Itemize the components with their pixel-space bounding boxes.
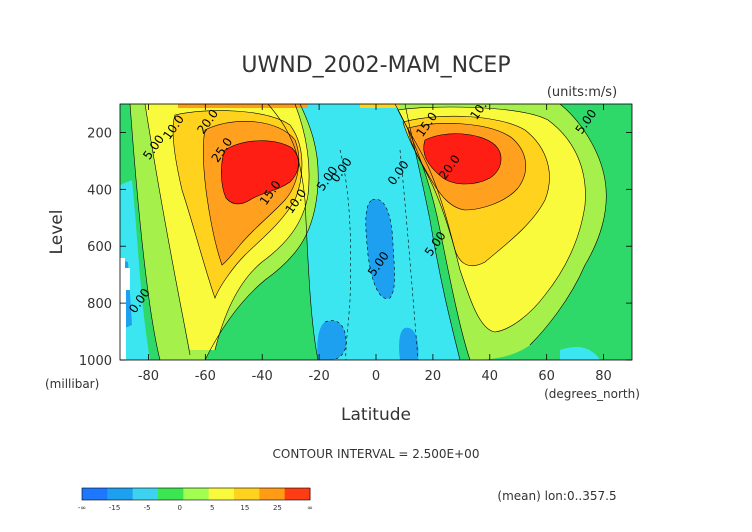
colorbar-swatch (183, 488, 210, 500)
colorbar-swatch (234, 488, 260, 500)
y-axis-label: Level (47, 210, 67, 255)
field-band-gt25-nh (423, 133, 502, 184)
contour-line (202, 121, 300, 266)
contour-line-negative (339, 149, 351, 360)
contour-line-negative (365, 198, 395, 299)
colorbar-tick-label: -∞ (78, 504, 86, 512)
colorbar-swatch (158, 488, 184, 500)
contour-line (204, 104, 319, 360)
field-band-gt25-sh (221, 140, 299, 204)
x-tick-label: -80 (138, 369, 159, 384)
field-band-lt-neg5-nh-low (399, 327, 419, 360)
colorbar-tick-label: 5 (210, 504, 214, 512)
contour-line (144, 104, 191, 356)
colorbar-swatch (284, 488, 311, 500)
field-band-neg5-0-nh-surface (560, 347, 600, 360)
field-top-strip-sh (178, 104, 308, 108)
y-tick-label: 600 (87, 240, 112, 255)
contour-line (404, 104, 461, 360)
contour-lines (129, 104, 607, 360)
colorbar-tick-label: 25 (273, 504, 282, 512)
x-tick-label: -40 (252, 369, 273, 384)
units-label: (units:m/s) (547, 85, 617, 100)
y-tick-label: 400 (87, 183, 112, 198)
contour-line (172, 110, 303, 299)
field-band-lt-neg5-sh-low (317, 320, 347, 360)
x-axis: -80 -60 -40 -20 0 20 40 60 80 (138, 104, 612, 384)
contour-line (423, 133, 502, 185)
x-tick-label: -20 (308, 369, 329, 384)
y-tick-label: 200 (87, 126, 112, 141)
chart-title: UWND_2002-MAM_NCEP (241, 53, 510, 78)
x-axis-unit: (degrees_north) (544, 387, 640, 401)
contour-line-negative (324, 320, 347, 360)
colorbar-swatch (259, 488, 286, 500)
x-tick-label: 0 (372, 369, 380, 384)
colorbar-swatch (132, 488, 159, 500)
colorbar-tick-label: -15 (109, 504, 120, 512)
colorbar: -∞ -15 -5 0 5 15 25 ∞ (78, 487, 313, 512)
footer-note: (mean) lon:0..357.5 (497, 489, 616, 503)
y-tick-label: 1000 (79, 354, 112, 369)
contour-line (407, 123, 526, 211)
y-tick-label: 800 (87, 297, 112, 312)
contour-line (529, 104, 607, 346)
y-axis-unit: (millibar) (45, 377, 99, 391)
colorbar-tick-label: 0 (177, 504, 181, 512)
x-tick-label: 40 (482, 369, 499, 384)
x-tick-label: 60 (538, 369, 555, 384)
field-band-lt-neg5-upper (365, 199, 395, 299)
colorbar-frame (81, 487, 311, 501)
colorbar-swatch (82, 488, 108, 500)
contour-line (129, 104, 161, 360)
y-axis: 200 400 600 800 1000 (79, 126, 632, 369)
x-axis-label: Latitude (341, 405, 411, 425)
colorbar-swatch (208, 488, 235, 500)
field-missing-data (120, 258, 130, 360)
colorbar-tick-label: ∞ (307, 504, 313, 512)
colorbar-tick-label: 15 (240, 504, 249, 512)
contour-line (267, 104, 319, 360)
x-tick-label: 20 (425, 369, 442, 384)
contour-interval: CONTOUR INTERVAL = 2.500E+00 (273, 447, 480, 461)
colorbar-swatch (107, 488, 134, 500)
contour-line (394, 104, 471, 360)
contour-line (221, 140, 299, 205)
x-tick-label: -60 (195, 369, 216, 384)
contour-line (402, 115, 550, 266)
colorbar-tick-label: -5 (144, 504, 151, 512)
field-top-strip-eq (360, 104, 400, 108)
contour-lines-negative (324, 149, 419, 360)
x-tick-label: 80 (595, 369, 612, 384)
contour-line-negative (399, 149, 419, 360)
contour-line (214, 104, 310, 351)
